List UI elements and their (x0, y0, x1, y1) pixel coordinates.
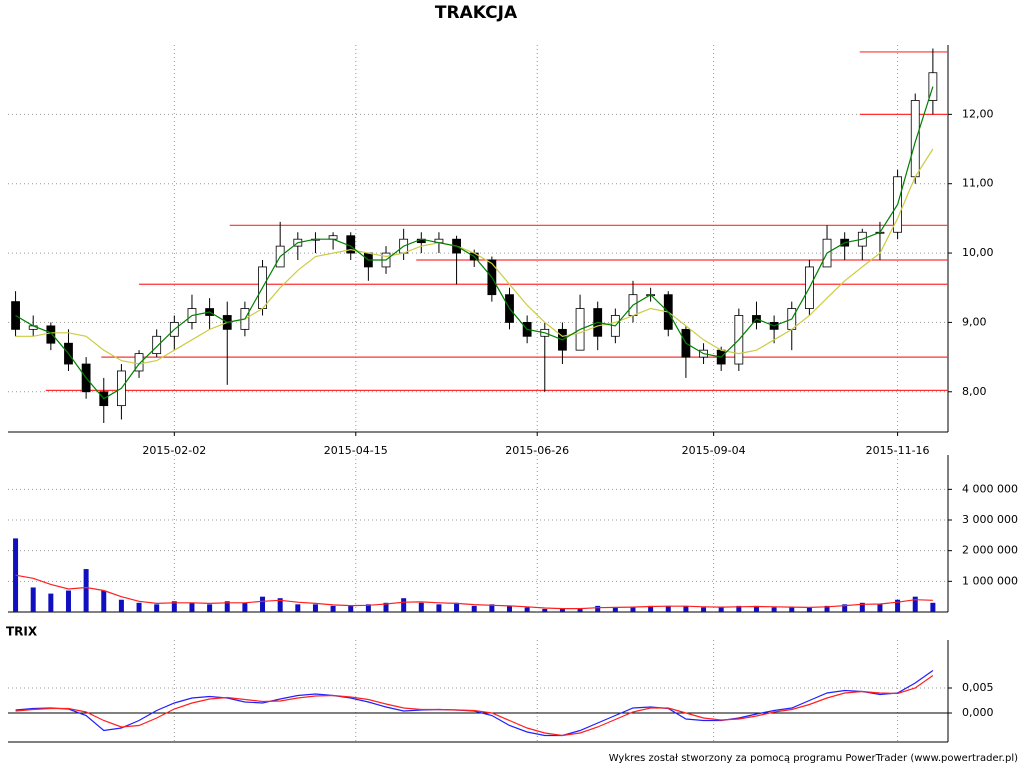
volume-bar (542, 608, 548, 612)
volume-bar (930, 602, 936, 612)
volume-bar (312, 604, 318, 612)
volume-bar (683, 605, 689, 612)
volume-bar (489, 604, 495, 612)
x-tick-label: 2015-02-02 (142, 444, 206, 457)
volume-bar (101, 590, 107, 612)
volume-bar (630, 607, 636, 612)
volume-bar (260, 596, 266, 612)
candle-body (134, 353, 144, 372)
x-tick-label: 2015-09-04 (682, 444, 746, 457)
volume-bar (842, 604, 848, 612)
volume-bar (418, 602, 424, 612)
volume-bar (507, 605, 513, 612)
candle-body (152, 335, 162, 355)
volume-bar (454, 602, 460, 612)
volume-bar (824, 605, 830, 612)
volume-bar (789, 607, 795, 612)
volume-bar (753, 605, 759, 612)
series-line (15, 574, 933, 610)
y-tick-label: 12,00 (962, 107, 994, 120)
chart-title: TRAKCJA (435, 3, 518, 23)
y-tick-label: 8,00 (962, 385, 987, 398)
volume-bar (383, 602, 389, 612)
y-tick-label: 11,00 (962, 177, 994, 190)
volume-bar (224, 601, 230, 612)
panel-title: TRIX (6, 625, 38, 639)
volume-bar (277, 598, 283, 612)
series-line (15, 148, 934, 365)
volume-bar (295, 604, 301, 612)
volume-bar (718, 607, 724, 612)
volume-bar (48, 593, 54, 612)
x-tick-label: 2015-11-16 (866, 444, 930, 457)
volume-bar (736, 605, 742, 612)
volume-bar (118, 599, 124, 612)
volume-bar (877, 604, 883, 612)
y-tick-label: 0,005 (962, 681, 994, 694)
series-line (15, 675, 934, 737)
volume-bar (348, 605, 354, 612)
volume-bar (895, 599, 901, 612)
volume-bar (559, 608, 565, 612)
volume-bar (665, 605, 671, 612)
volume-bar (65, 590, 71, 612)
y-tick-label: 1 000 000 (962, 574, 1018, 587)
volume-bar (471, 605, 477, 612)
candle-body (910, 100, 920, 178)
volume-bar (189, 602, 195, 612)
volume-bar (577, 608, 583, 612)
y-tick-label: 4 000 000 (962, 482, 1018, 495)
volume-bar (401, 598, 407, 612)
volume-bar (701, 607, 707, 612)
candle-body (11, 301, 20, 330)
volume-bar (612, 607, 618, 612)
volume-bar (330, 605, 336, 612)
volume-bar (912, 596, 918, 612)
volume-bar (207, 604, 213, 612)
volume-bar (524, 607, 530, 612)
y-tick-label: 10,00 (962, 246, 994, 259)
volume-bar (136, 602, 142, 612)
volume-bar (859, 602, 865, 612)
y-tick-label: 9,00 (962, 315, 987, 328)
candle-body (46, 325, 56, 344)
volume-bar (806, 607, 812, 612)
volume-bar (648, 605, 654, 612)
x-tick-label: 2015-06-26 (505, 444, 569, 457)
volume-bar (771, 607, 777, 612)
footer: Wykres został stworzony za pomocą progra… (609, 753, 1018, 764)
volume-bar (436, 604, 442, 612)
volume-bar (13, 538, 19, 612)
volume-bar (171, 601, 177, 612)
volume-bar (242, 602, 248, 612)
series-line (15, 86, 934, 400)
volume-bar (154, 604, 160, 612)
volume-bar (365, 604, 371, 612)
volume-bar (83, 569, 89, 612)
y-tick-label: 2 000 000 (962, 544, 1018, 557)
volume-bar (30, 587, 36, 612)
y-tick-label: 3 000 000 (962, 513, 1018, 526)
x-tick-label: 2015-04-15 (324, 444, 388, 457)
y-tick-label: 0,000 (962, 706, 994, 719)
volume-bar (595, 605, 601, 612)
